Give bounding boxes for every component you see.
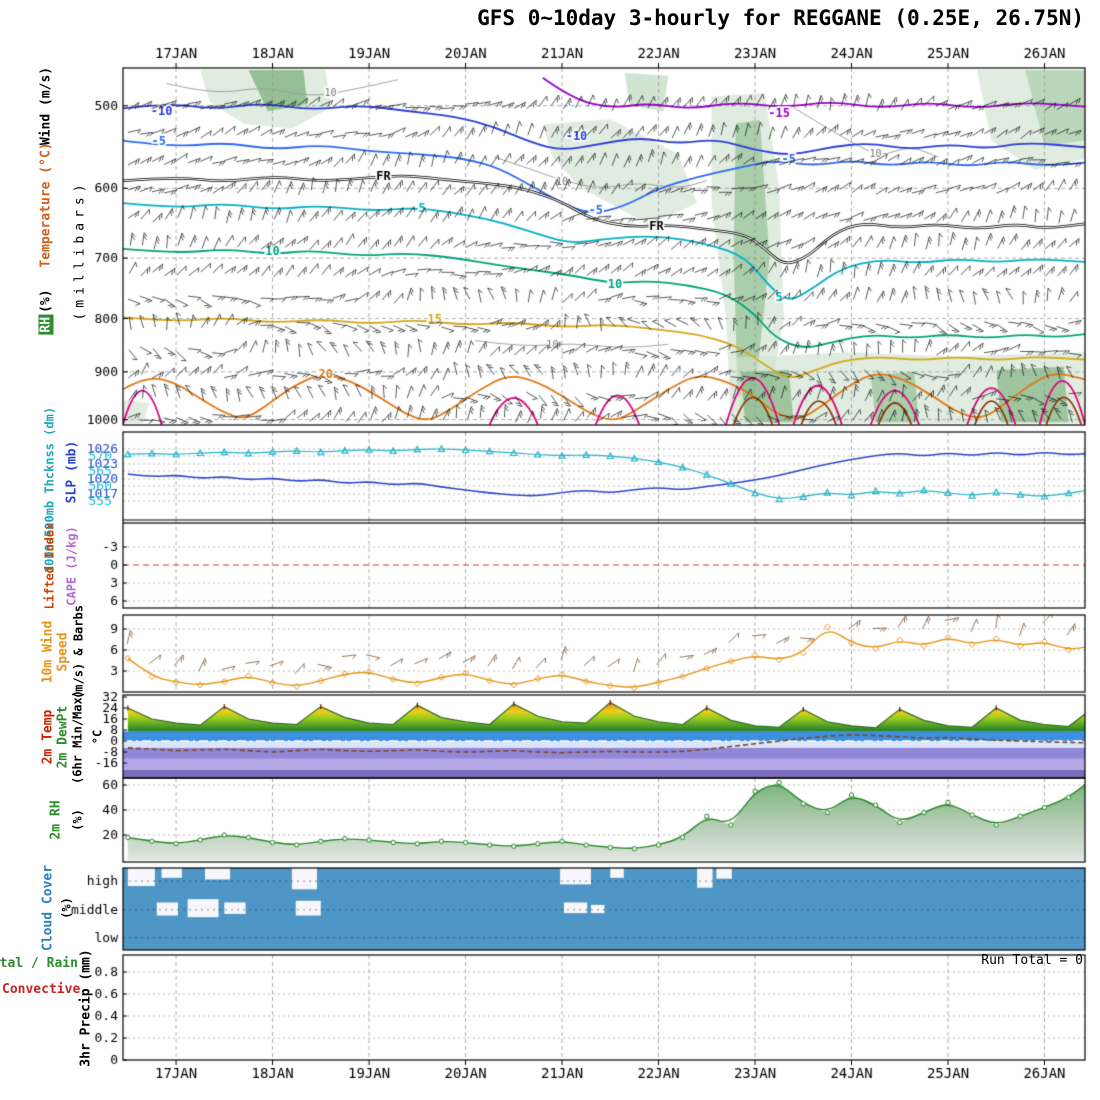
degc-axis-label: °C xyxy=(90,729,105,745)
convective-label: Convective xyxy=(2,982,81,997)
millibars-axis-label: (millibars) xyxy=(72,179,88,321)
run-total-label: Run Total = 0 xyxy=(981,953,1083,968)
cloud-unit-label: (%) xyxy=(59,897,74,919)
minmax-axis-label: (6hr Min/Max) xyxy=(70,690,85,784)
chart-title: GFS 0~10day 3-hourly for REGGANE (0.25E,… xyxy=(477,6,1084,30)
total-rain-label: Total / Rain xyxy=(0,956,78,971)
wind10m-axis-label-3: (m/s) & Barbs xyxy=(71,605,86,699)
rh-pct-label: (%) xyxy=(38,289,54,313)
precip-axis-label: 3hr Precip (mm) xyxy=(78,949,94,1067)
rh-chip: RH xyxy=(38,314,54,335)
temperature-axis-label: Temperature (°C) xyxy=(38,142,54,268)
lifted-index-axis-label: Lifted Index xyxy=(42,522,57,610)
wind10m-axis-label-2: Speed xyxy=(55,632,71,672)
wind10m-axis-label-1: 10m Wind xyxy=(40,620,56,684)
wind-axis-label: Wind (m/s) xyxy=(38,66,54,146)
cloud-axis-label: Cloud Cover xyxy=(40,864,56,952)
rh-axis-label: RH(%) xyxy=(38,289,54,335)
rh2m-axis-label: 2m RH xyxy=(48,800,64,840)
temp2m-axis-label: 2m Temp xyxy=(40,709,56,765)
rh2m-unit-label: (%) xyxy=(70,809,85,831)
dewpt2m-axis-label: 2m DewPt xyxy=(55,705,71,769)
cape-axis-label: CAPE (J/kg) xyxy=(64,526,79,606)
slp-axis-label: SLP (mb) xyxy=(64,440,80,504)
